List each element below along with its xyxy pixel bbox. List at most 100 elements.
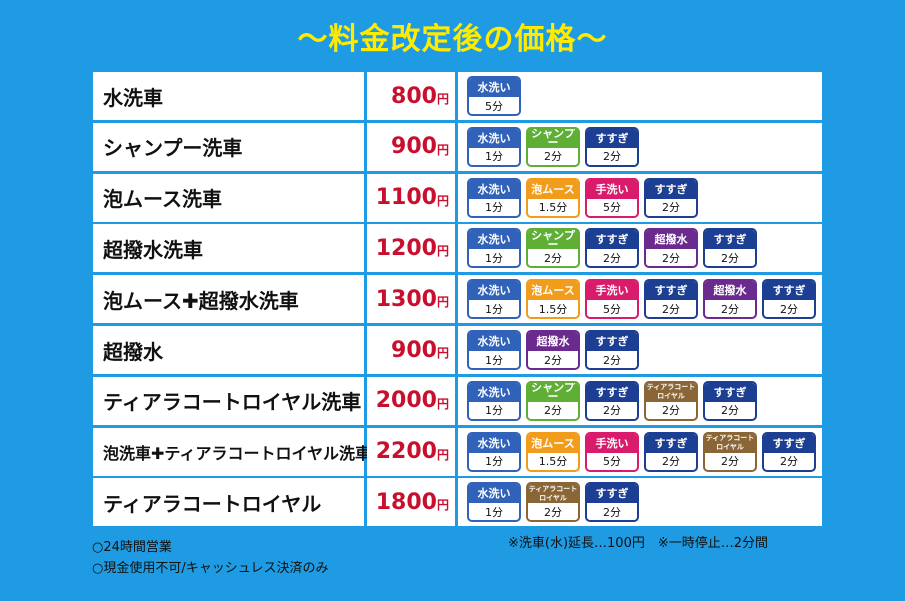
step-badge: 超撥水 2分	[644, 228, 698, 269]
title: 〜料金改定後の価格〜	[297, 22, 608, 57]
step-badge: 泡ムース 1.5分	[526, 279, 580, 320]
price-unit: 円	[436, 295, 449, 310]
step-time: 5分	[603, 455, 621, 469]
table-row: 超撥水 900 円水洗い 1分 超撥水 2分 すすぎ 2分	[90, 326, 825, 374]
step-badge: 手洗い 5分	[585, 279, 639, 320]
price: 1200	[375, 235, 437, 261]
price-cell: 2000 円	[367, 376, 455, 425]
step-label: 超撥水	[646, 230, 696, 250]
step-time: 2分	[544, 150, 562, 164]
step-label: 手洗い	[587, 179, 637, 199]
table-row: シャンプー洗車 900 円水洗い 1分 シャンプー 2分 すすぎ 2分	[90, 122, 825, 171]
step-label: すすぎ	[587, 128, 637, 148]
step-time: 5分	[485, 99, 503, 113]
step-badge: 手洗い 5分	[585, 177, 639, 218]
step-time: 1分	[485, 505, 503, 519]
step-time: 1分	[485, 150, 503, 164]
step-time: 1分	[485, 455, 503, 469]
steps-cell: 水洗い 1分 泡ムース 1.5分 手洗い 5分 すすぎ 2分	[458, 173, 822, 222]
step-label: すすぎ	[764, 433, 814, 453]
step-time: 2分	[603, 251, 621, 265]
step-label: シャンプー	[528, 230, 578, 250]
steps-cell: 水洗い 1分 泡ムース 1.5分 手洗い 5分 すすぎ 2分 超撥水 2分 すすぎ 2分	[458, 275, 822, 324]
step-badge: すすぎ 2分	[585, 228, 639, 269]
step-time: 1分	[485, 353, 503, 367]
step-label: 泡ムース	[528, 179, 578, 199]
service-name: 泡ムース洗車	[93, 173, 364, 222]
step-badge: すすぎ 2分	[585, 126, 639, 167]
step-badge: 水洗い 1分	[467, 380, 521, 421]
price-unit: 円	[436, 396, 449, 411]
step-label: 水洗い	[469, 230, 519, 250]
step-time: 2分	[662, 201, 680, 215]
step-badge: 水洗い 1分	[467, 482, 521, 523]
table-row: ティアラコートロイヤル 1800 円水洗い 1分 ティアラコートロイヤル 2分 すすぎ 2分	[90, 478, 825, 527]
step-time: 1.5分	[538, 455, 568, 469]
price-unit: 円	[436, 498, 449, 513]
price: 1100	[375, 185, 437, 211]
step-label: すすぎ	[764, 281, 814, 301]
step-label: 水洗い	[469, 78, 519, 97]
step-badge: 手洗い 5分	[585, 431, 639, 472]
note: ○24時間営業	[92, 540, 172, 555]
steps-cell: 水洗い 1分 ティアラコートロイヤル 2分 すすぎ 2分	[458, 478, 822, 527]
service-name: シャンプー洗車	[93, 122, 364, 171]
service-name: 泡ムース✚超撥水洗車	[93, 275, 364, 324]
step-badge: シャンプー 2分	[526, 126, 580, 167]
step-time: 2分	[603, 353, 621, 367]
step-badge: すすぎ 2分	[644, 177, 698, 218]
price-cell: 1800 円	[367, 478, 455, 527]
step-label: すすぎ	[587, 332, 637, 351]
step-time: 2分	[544, 505, 562, 519]
step-label: 泡ムース	[528, 433, 578, 453]
note: ※洗車(水)延長…100円 ※一時停止…2分間	[508, 536, 769, 551]
step-time: 2分	[721, 455, 739, 469]
step-badge: 泡ムース 1.5分	[526, 177, 580, 218]
price-cell: 900 円	[367, 122, 455, 171]
step-label: ティアラコートロイヤル	[528, 484, 578, 504]
step-time: 2分	[603, 404, 621, 418]
step-label: すすぎ	[587, 230, 637, 250]
price: 900	[391, 134, 437, 160]
step-label: 水洗い	[469, 382, 519, 402]
step-badge: 水洗い 1分	[467, 228, 521, 269]
step-label: ティアラコートロイヤル	[646, 382, 696, 402]
step-label: 手洗い	[587, 281, 637, 301]
step-label: すすぎ	[587, 382, 637, 402]
step-badge: すすぎ 2分	[585, 380, 639, 421]
step-label: 泡ムース	[528, 281, 578, 301]
step-time: 2分	[603, 150, 621, 164]
step-badge: 泡ムース 1.5分	[526, 431, 580, 472]
step-time: 5分	[603, 201, 621, 215]
steps-cell: 水洗い 5分	[458, 72, 822, 120]
price-table: 水洗車 800 円水洗い 5分 シャンプー洗車 900 円水洗い 1分 シャンプー 2分 すすぎ 2分…	[90, 69, 825, 529]
step-badge: すすぎ 2分	[644, 279, 698, 320]
step-badge: すすぎ 2分	[762, 279, 816, 320]
step-time: 1分	[485, 251, 503, 265]
step-time: 2分	[721, 404, 739, 418]
step-time: 2分	[662, 251, 680, 265]
step-time: 2分	[603, 505, 621, 519]
step-label: すすぎ	[587, 484, 637, 504]
steps-cell: 水洗い 1分 超撥水 2分 すすぎ 2分	[458, 326, 822, 374]
table-row: 泡ムース洗車 1100 円水洗い 1分 泡ムース 1.5分 手洗い 5分 すすぎ 2分	[90, 173, 825, 222]
steps-cell: 水洗い 1分 シャンプー 2分 すすぎ 2分 ティアラコートロイヤル 2分 すすぎ 2分	[458, 376, 822, 425]
step-badge: シャンプー 2分	[526, 228, 580, 269]
step-badge: 水洗い 1分	[467, 279, 521, 320]
step-label: 水洗い	[469, 281, 519, 301]
step-label: 水洗い	[469, 332, 519, 351]
price-unit: 円	[436, 447, 449, 462]
step-time: 1分	[485, 302, 503, 316]
price-cell: 800 円	[367, 72, 455, 120]
steps-cell: 水洗い 1分 シャンプー 2分 すすぎ 2分 超撥水 2分 すすぎ 2分	[458, 224, 822, 273]
step-badge: 水洗い 1分	[467, 177, 521, 218]
service-name: ティアラコートロイヤル洗車	[93, 376, 364, 425]
step-badge: ティアラコートロイヤル 2分	[526, 482, 580, 523]
step-time: 2分	[544, 353, 562, 367]
service-name: 超撥水	[93, 326, 364, 374]
step-badge: ティアラコートロイヤル 2分	[644, 380, 698, 421]
step-time: 2分	[780, 302, 798, 316]
step-time: 2分	[721, 302, 739, 316]
step-label: すすぎ	[646, 281, 696, 301]
